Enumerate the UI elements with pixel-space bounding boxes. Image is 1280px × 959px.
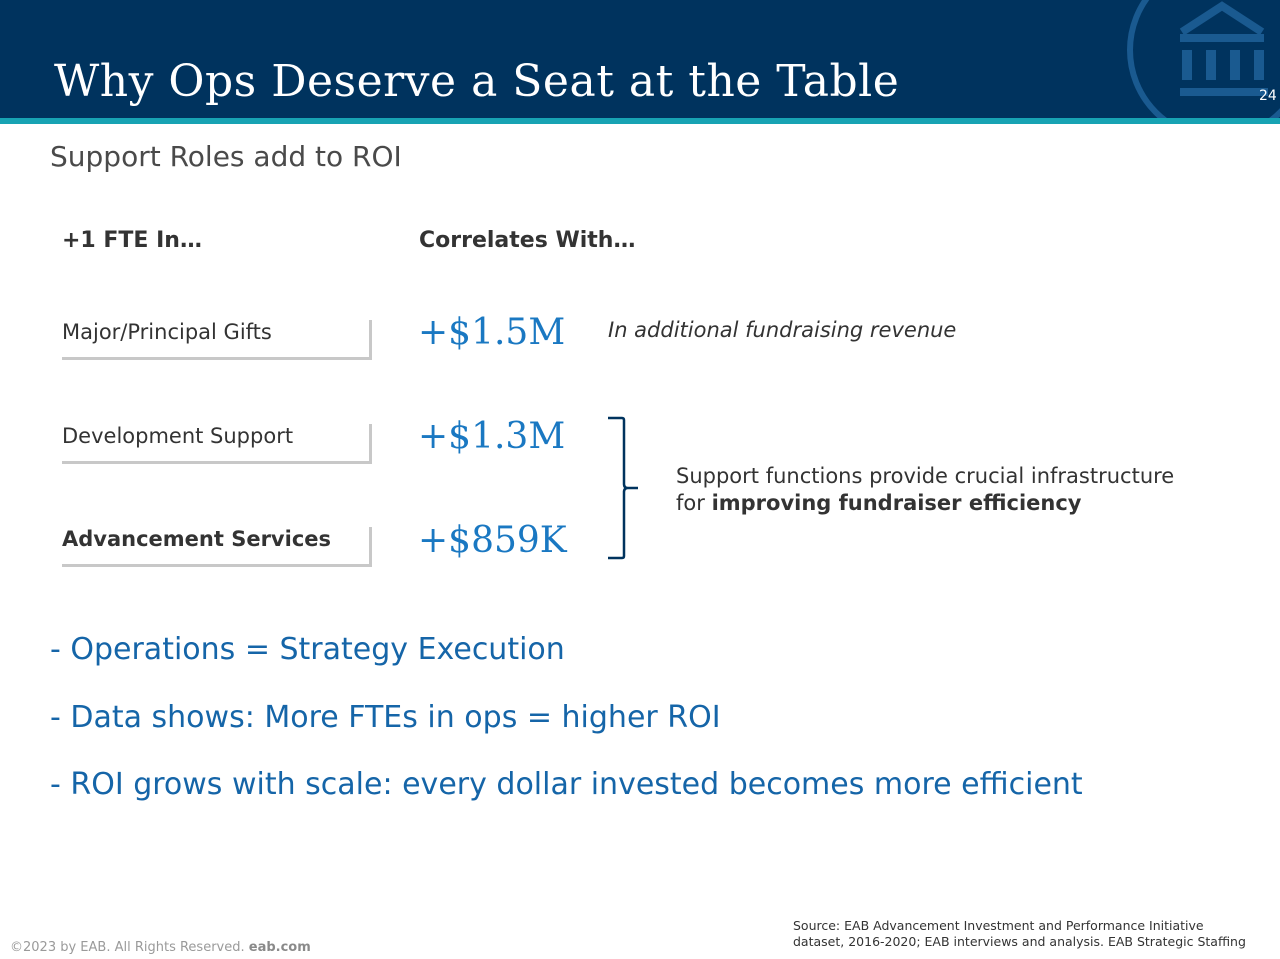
source-line1: Source: EAB Advancement Investment and P… [793,918,1204,933]
support-note-emphasis: improving fundraiser efficiency [711,491,1082,515]
right-brace-icon [608,416,638,560]
column-header-correlates: Correlates With… [419,228,636,253]
support-note-line1: Support functions provide crucial infras… [676,464,1175,488]
eab-building-logo-icon [1127,0,1280,118]
support-functions-note: Support functions provide crucial infras… [676,463,1174,517]
column-header-fte: +1 FTE In… [62,228,202,253]
value-advancement-services: +$859K [418,520,567,561]
value-development-support: +$1.3M [418,416,566,457]
role-label: Major/Principal Gifts [62,320,272,344]
source-line2: dataset, 2016-2020; EAB interviews and a… [793,934,1246,949]
role-label: Development Support [62,424,294,448]
page-title: Why Ops Deserve a Seat at the Table [54,56,900,107]
header-bar: Why Ops Deserve a Seat at the Table 24 [0,0,1280,118]
slide-subtitle: Support Roles add to ROI [50,140,402,173]
support-note-line2: for improving fundraiser efficiency [676,490,1174,517]
accent-stripe [0,118,1280,124]
role-row-major-gifts: Major/Principal Gifts [62,320,372,360]
source-citation: Source: EAB Advancement Investment and P… [793,918,1246,950]
role-label: Advancement Services [62,527,332,551]
copyright-notice: ©2023 by EAB. All Rights Reserved. eab.c… [10,940,311,955]
bullet-item: - ROI grows with scale: every dollar inv… [50,767,1083,802]
website-link[interactable]: eab.com [248,940,311,955]
bullet-item: - Operations = Strategy Execution [50,632,565,667]
page-number: 24 [1259,88,1277,104]
value-major-gifts: +$1.5M [418,312,566,353]
value-note: In additional fundraising revenue [608,318,957,342]
role-row-advancement-services: Advancement Services [62,527,372,567]
copyright-text: ©2023 by EAB. All Rights Reserved. [10,940,245,955]
support-note-prefix: for [676,491,712,515]
role-row-development-support: Development Support [62,424,372,464]
bullet-item: - Data shows: More FTEs in ops = higher … [50,700,721,735]
